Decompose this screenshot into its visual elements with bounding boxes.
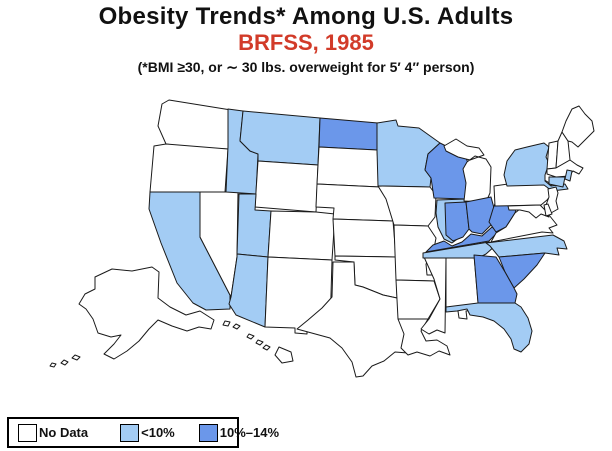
state-delaware [543,203,553,217]
legend-label-10-14: 10%–14% [219,425,280,440]
page-title: Obesity Trends* Among U.S. Adults [98,3,514,30]
legend-label-no-data: No Data [39,425,89,440]
state-oregon [149,143,229,193]
legend: No Data <10% 10%–14% [7,417,279,448]
legend-item-10-14: 10%–14% [198,423,280,442]
state-iowa [377,185,437,227]
subtitle-year: BRFSS, 1985 [238,30,374,56]
legend-label-lt10: <10% [141,425,175,440]
state-hawaii [222,320,294,364]
p10-14-swatch [198,423,218,442]
state-indiana [444,201,470,242]
state-maine [561,105,595,148]
state-washington [157,99,232,150]
legend-item-no-data: No Data [18,423,89,442]
state-maryland [507,204,550,219]
state-alaska [49,266,215,368]
lt10-swatch [120,423,140,442]
state-texas [296,261,416,378]
state-michigan [443,138,492,203]
legend-item-lt10: <10% [120,423,175,442]
no-data-swatch [18,423,37,442]
state-north-dakota [318,117,379,151]
state-missouri [393,224,437,282]
state-ohio [465,196,495,235]
state-south-dakota [316,146,381,188]
state-tennessee [422,241,497,259]
state-louisiana [397,318,451,357]
state-wyoming [254,160,319,213]
state-massachusetts [546,159,584,178]
state-rhode-island [564,169,573,182]
title-block: Obesity Trends* Among U.S. Adults BRFSS,… [0,3,612,76]
state-florida [445,302,533,353]
state-kansas [332,218,397,258]
state-north-carolina [485,234,568,258]
state-connecticut [548,176,566,188]
state-colorado [267,210,336,261]
footnote-bmi: (*BMI ≥30, or ∼ 30 lbs. overweight for 5… [137,58,475,75]
state-new-hampshire [555,131,571,169]
